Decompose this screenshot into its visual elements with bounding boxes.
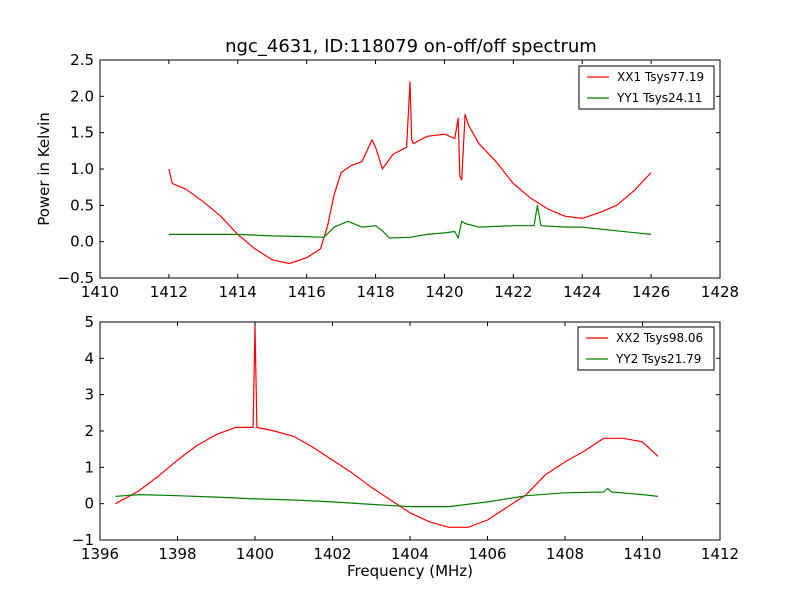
legend-box [577, 326, 715, 371]
y-tick-label: 2.5 [70, 51, 94, 69]
x-tick-label: 1410 [81, 283, 119, 301]
legend-label: YY2 Tsys21.79 [615, 352, 701, 366]
y-tick-label: 1.5 [70, 124, 94, 142]
y-tick-label: 5 [84, 313, 94, 331]
y-tick-label: 2 [84, 422, 94, 440]
x-tick-label: 1408 [546, 545, 584, 563]
x-tick-label: 1420 [425, 283, 463, 301]
y-tick-label: 0.0 [70, 233, 94, 251]
x-tick-label: 1402 [313, 545, 351, 563]
x-tick-label: 1406 [468, 545, 506, 563]
x-tick-label: 1416 [288, 283, 326, 301]
series-line-0-0 [168, 81, 652, 265]
y-axis-label-top: Power in Kelvin [35, 112, 53, 226]
chart-title: ngc_4631, ID:118079 on-off/off spectrum [225, 36, 597, 57]
y-tick-label: 1 [84, 458, 94, 476]
series-line-0-1 [168, 204, 652, 239]
x-tick-label: 1412 [701, 545, 739, 563]
legend-label: XX2 Tsys98.06 [616, 331, 703, 345]
x-tick-label: 1418 [356, 283, 394, 301]
x-tick-label: 1410 [623, 545, 661, 563]
x-tick-label: 1422 [494, 283, 532, 301]
y-tick-label: −0.5 [58, 269, 94, 287]
series-line-1-0 [115, 325, 659, 528]
x-tick-label: 1426 [632, 283, 670, 301]
x-tick-label: 1424 [563, 283, 601, 301]
legend-1: XX2 Tsys98.06 YY2 Tsys21.79 [577, 326, 715, 371]
y-tick-label: 1.0 [70, 160, 94, 178]
x-tick-label: 1404 [391, 545, 429, 563]
legend-label: YY1 Tsys24.11 [616, 91, 702, 105]
legend-label: XX1 Tsys77.19 [617, 70, 704, 84]
x-axis-label-bottom: Frequency (MHz) [347, 562, 473, 580]
x-tick-label: 1396 [81, 545, 119, 563]
x-tick-label: 1400 [236, 545, 274, 563]
x-tick-label: 1428 [701, 283, 739, 301]
plot-bottom: 1396 1398 1400 1402 1404 1406 1408 1410 1412 −1 0 1… [72, 313, 739, 563]
legend-0: XX1 Tsys77.19 YY1 Tsys24.11 [578, 65, 715, 110]
series-line-1-1 [115, 487, 659, 508]
x-tick-label: 1414 [219, 283, 257, 301]
y-tick-label: 0.5 [70, 196, 94, 214]
x-tick-label: 1412 [150, 283, 188, 301]
y-tick-label: −1 [72, 531, 94, 549]
legend-box [578, 65, 715, 110]
y-tick-label: 3 [84, 386, 94, 404]
plot-top: 1410 1412 1414 1416 1418 1420 1422 1424 1426 1428… [58, 51, 740, 301]
y-tick-label: 2.0 [70, 87, 94, 105]
x-tick-label: 1398 [158, 545, 196, 563]
y-tick-label: 4 [84, 349, 94, 367]
y-tick-label: 0 [84, 495, 94, 513]
